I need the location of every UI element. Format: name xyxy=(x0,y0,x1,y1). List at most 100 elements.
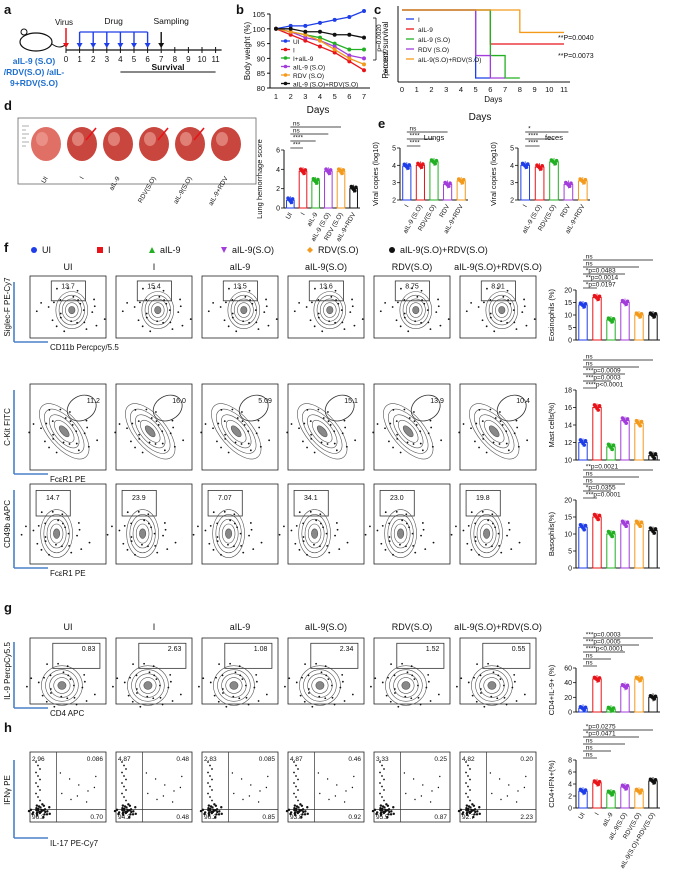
flow-event xyxy=(392,553,394,556)
flow-event xyxy=(302,536,305,538)
flow-contour xyxy=(135,523,150,544)
flow-event xyxy=(268,439,271,442)
flow-event xyxy=(153,674,156,677)
quad-event xyxy=(371,809,375,813)
d-point xyxy=(328,168,333,172)
b-point xyxy=(362,35,366,40)
g-group-header: UI xyxy=(64,622,73,632)
flow-event xyxy=(241,411,243,413)
flow-plot-frame xyxy=(201,275,279,339)
flow-event xyxy=(489,298,492,301)
flow-event xyxy=(67,532,70,535)
quad-xlabel: IL-17 PE-Cy7 xyxy=(50,839,99,848)
panel-letter-a: a xyxy=(4,2,12,17)
flow-event xyxy=(440,439,443,442)
quad-event xyxy=(59,772,62,774)
flow-event xyxy=(121,310,124,313)
flow-event xyxy=(123,524,126,527)
flow-gate-value: 13.6 xyxy=(319,283,333,290)
flow-event xyxy=(70,320,73,323)
flow-event xyxy=(315,519,318,522)
b-ylabel: Body weight (%) xyxy=(243,22,252,81)
flow-event xyxy=(45,422,48,425)
b-legend-text: I xyxy=(293,48,295,55)
flow-event xyxy=(341,432,344,435)
hemorrhage-arrow xyxy=(85,127,97,141)
flow-event xyxy=(478,446,480,449)
flow-event xyxy=(212,427,214,430)
flow-event xyxy=(302,440,304,443)
flow-contour xyxy=(53,528,61,539)
quad-event xyxy=(207,761,209,763)
quad-event xyxy=(42,815,45,819)
f2-annotation: ***p=0.0003 xyxy=(586,375,621,382)
f3-ytick-label: 0 xyxy=(568,566,572,573)
flow-contour xyxy=(326,306,334,315)
flow-event xyxy=(533,318,536,320)
e1-xtick-label: I xyxy=(404,203,411,208)
c-xtick-label: 8 xyxy=(518,85,522,94)
d-xtick-label: UI xyxy=(285,211,294,220)
flow-event xyxy=(505,430,508,433)
flow-contour xyxy=(53,677,71,694)
flow-event xyxy=(126,548,129,551)
flow-plot-content xyxy=(200,403,271,460)
quad-value: 0.85 xyxy=(262,814,275,821)
quad-event xyxy=(121,782,123,784)
flow-event xyxy=(331,696,334,699)
flow-event xyxy=(435,311,438,314)
flow-event xyxy=(311,301,313,304)
quad-event xyxy=(472,815,475,819)
f-group-header: aIL-9(S.O) xyxy=(305,262,347,272)
quad-event xyxy=(429,801,432,803)
flow-event xyxy=(222,692,224,694)
quad-event xyxy=(381,764,383,767)
quad-event xyxy=(353,775,355,778)
f3-ytick-label: 10 xyxy=(564,532,572,539)
flow-contour xyxy=(44,408,85,454)
flow-event xyxy=(224,433,227,436)
e2-ylabel: Viral copies (log10) xyxy=(489,141,498,206)
d-bar xyxy=(311,180,320,209)
quad-event xyxy=(379,792,381,795)
flow-event xyxy=(321,330,324,333)
flow-event xyxy=(131,422,134,425)
flow-event xyxy=(486,287,488,290)
flow-event xyxy=(411,287,413,290)
quad-event xyxy=(43,808,47,811)
flow-event xyxy=(244,295,247,298)
flow-event xyxy=(462,529,465,532)
quad-event xyxy=(465,807,468,810)
flow-event xyxy=(395,319,398,322)
c-series-line xyxy=(402,9,564,34)
d-bar xyxy=(324,170,333,209)
f2-point xyxy=(653,452,658,456)
flow-event xyxy=(465,310,468,313)
quad-event xyxy=(162,795,165,797)
flow-gate-value: 1.08 xyxy=(254,646,268,653)
quad-event xyxy=(287,808,291,812)
timeline-day: 0 xyxy=(64,55,69,64)
flow-event xyxy=(231,312,234,315)
flow-event xyxy=(523,298,525,301)
flow-event xyxy=(500,320,503,323)
flow-event xyxy=(139,301,141,304)
flow-event xyxy=(399,451,402,454)
flow-event xyxy=(169,673,172,676)
quad-event xyxy=(209,764,211,767)
flow-plot-frame xyxy=(373,275,451,339)
flow-event xyxy=(221,688,224,690)
flow-event xyxy=(475,422,478,425)
flow-event xyxy=(169,321,172,324)
quad-event xyxy=(465,813,469,817)
flow-plot-content xyxy=(28,403,99,460)
flow-event xyxy=(515,328,518,331)
flow-event xyxy=(233,545,235,548)
flow-event xyxy=(150,417,153,419)
quad-event xyxy=(46,810,49,813)
e2-bar xyxy=(534,166,545,201)
quad-event xyxy=(392,806,395,809)
flow-event xyxy=(227,451,230,454)
quad-event xyxy=(257,801,260,803)
flow-event xyxy=(343,700,346,702)
